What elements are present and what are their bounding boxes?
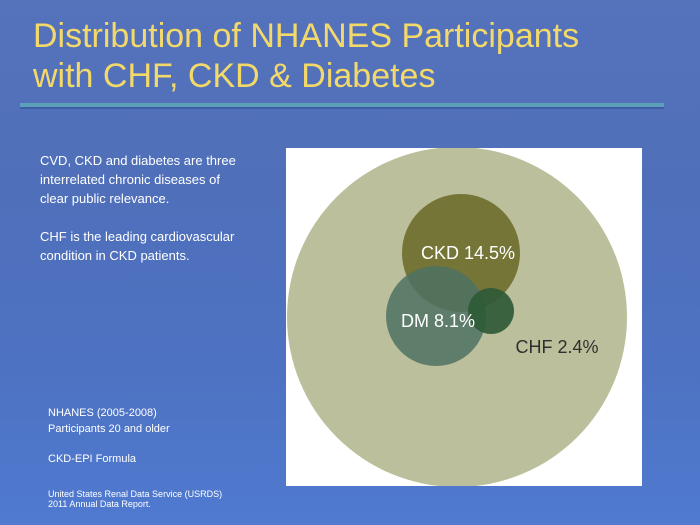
note-participants: Participants 20 and older: [48, 423, 170, 435]
body-text: CVD, CKD and diabetes are three interrel…: [40, 151, 240, 284]
venn-diagram-panel: CKD 14.5% DM 8.1% CHF 2.4%: [286, 148, 642, 486]
title-line-2: with CHF, CKD & Diabetes: [33, 57, 436, 95]
dm-label: DM 8.1%: [401, 311, 475, 331]
body-paragraph-2: CHF is the leading cardiovascular condit…: [40, 229, 235, 263]
data-notes: NHANES (2005-2008) Participants 20 and o…: [48, 405, 288, 467]
source-line-2: 2011 Annual Data Report.: [48, 499, 151, 509]
note-formula: CKD-EPI Formula: [48, 453, 137, 465]
chf-circle: [468, 288, 514, 334]
body-paragraph-1: CVD, CKD and diabetes are three interrel…: [40, 153, 236, 206]
dm-circle: [386, 266, 486, 366]
slide-title: Distribution of NHANES Participants with…: [33, 16, 673, 96]
source-line-1: United States Renal Data Service (USRDS): [48, 489, 223, 499]
ckd-label: CKD 14.5%: [421, 243, 515, 263]
venn-diagram: CKD 14.5% DM 8.1% CHF 2.4%: [287, 148, 627, 486]
title-divider-shadow: [20, 107, 664, 109]
title-divider: [20, 103, 664, 107]
source-citation: United States Renal Data Service (USRDS)…: [48, 489, 308, 509]
title-line-1: Distribution of NHANES Participants: [33, 17, 580, 55]
chf-label: CHF 2.4%: [515, 337, 598, 357]
note-dataset: NHANES (2005-2008): [48, 407, 157, 419]
